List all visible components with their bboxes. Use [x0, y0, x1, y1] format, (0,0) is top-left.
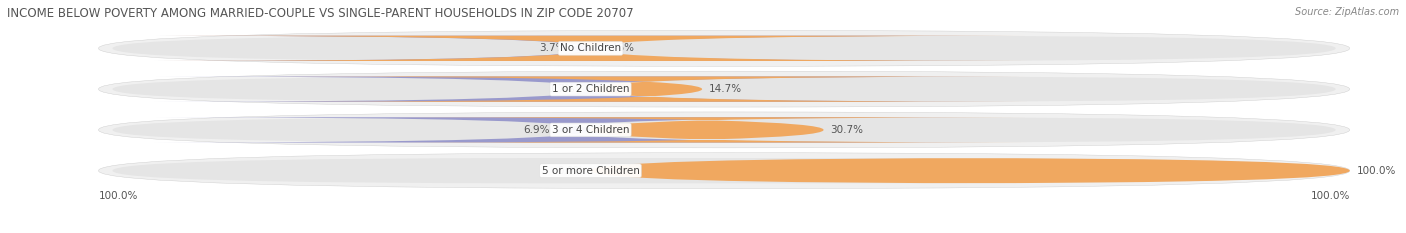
- FancyBboxPatch shape: [112, 158, 1336, 183]
- FancyBboxPatch shape: [591, 158, 1350, 183]
- FancyBboxPatch shape: [98, 153, 1350, 189]
- Text: 1 or 2 Children: 1 or 2 Children: [551, 84, 630, 94]
- Text: 5 or more Children: 5 or more Children: [541, 166, 640, 176]
- FancyBboxPatch shape: [266, 76, 1026, 102]
- FancyBboxPatch shape: [155, 36, 1008, 61]
- Text: INCOME BELOW POVERTY AMONG MARRIED-COUPLE VS SINGLE-PARENT HOUSEHOLDS IN ZIP COD: INCOME BELOW POVERTY AMONG MARRIED-COUPL…: [7, 7, 634, 20]
- Text: No Children: No Children: [560, 43, 621, 53]
- Text: Source: ZipAtlas.com: Source: ZipAtlas.com: [1295, 7, 1399, 17]
- FancyBboxPatch shape: [98, 112, 1350, 148]
- Text: 100.0%: 100.0%: [1310, 191, 1350, 201]
- FancyBboxPatch shape: [388, 117, 1026, 143]
- Text: 3 or 4 Children: 3 or 4 Children: [551, 125, 630, 135]
- FancyBboxPatch shape: [112, 36, 1336, 61]
- FancyBboxPatch shape: [157, 36, 1026, 61]
- FancyBboxPatch shape: [112, 117, 1336, 143]
- FancyBboxPatch shape: [155, 117, 993, 143]
- Text: 0.46%: 0.46%: [600, 43, 634, 53]
- FancyBboxPatch shape: [98, 71, 1350, 107]
- Text: 100.0%: 100.0%: [1357, 166, 1396, 176]
- Text: 3.7%: 3.7%: [538, 43, 565, 53]
- Text: 6.9%: 6.9%: [523, 125, 550, 135]
- Text: 100.0%: 100.0%: [98, 191, 138, 201]
- FancyBboxPatch shape: [155, 76, 1018, 102]
- Text: 1.7%: 1.7%: [548, 84, 575, 94]
- FancyBboxPatch shape: [112, 76, 1336, 102]
- Text: 0.0%: 0.0%: [557, 166, 583, 176]
- Text: 30.7%: 30.7%: [831, 125, 863, 135]
- Text: 14.7%: 14.7%: [709, 84, 742, 94]
- FancyBboxPatch shape: [98, 31, 1350, 66]
